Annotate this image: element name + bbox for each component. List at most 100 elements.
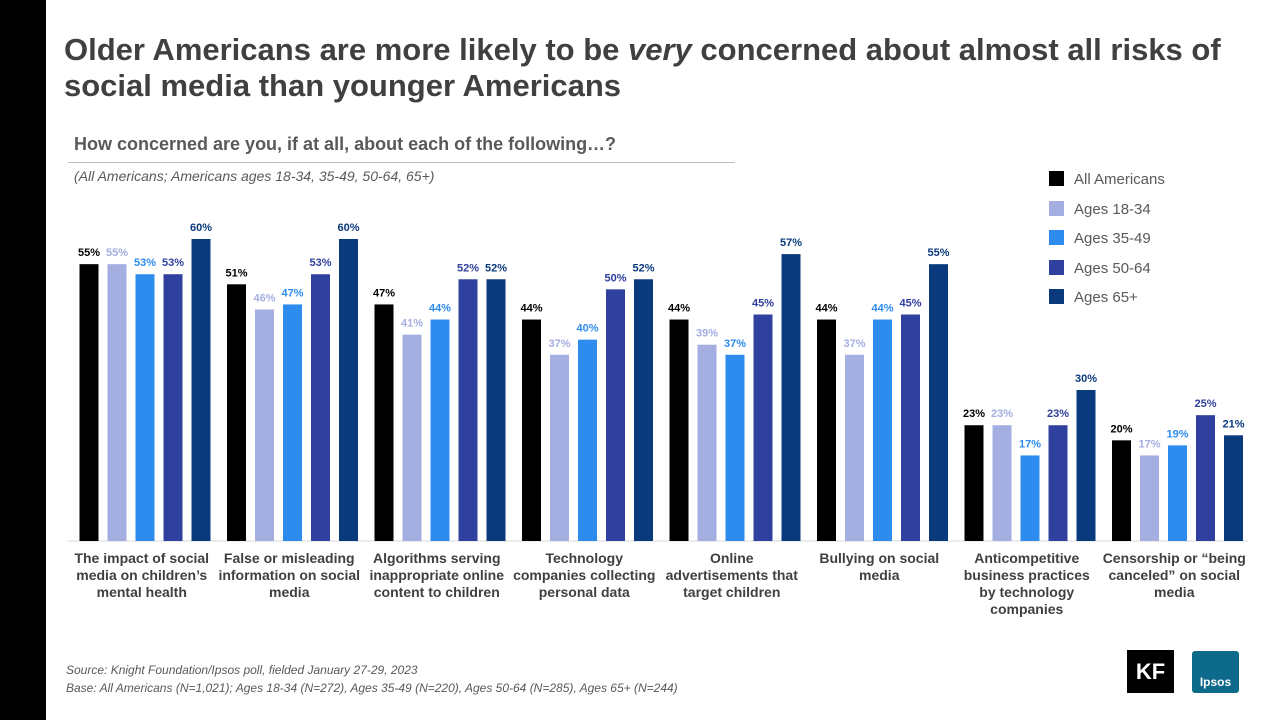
- bar: [486, 279, 506, 541]
- bar: [107, 264, 127, 541]
- data-label: 37%: [548, 338, 570, 350]
- bar: [669, 319, 689, 541]
- bar: [458, 279, 478, 541]
- title-emphasis: very: [628, 32, 692, 67]
- data-label: 55%: [927, 247, 949, 259]
- legend-swatch: [1049, 200, 1064, 216]
- bar: [1112, 440, 1131, 541]
- data-label: 55%: [78, 247, 100, 259]
- legend-entry: Ages 35-49: [1049, 230, 1151, 247]
- bar: [522, 319, 541, 541]
- bar: [578, 339, 597, 541]
- chart-title: Older Americans are more likely to be ve…: [64, 32, 1264, 104]
- bar: [817, 319, 836, 541]
- bar: [781, 254, 801, 541]
- bar: [430, 319, 450, 541]
- bar: [845, 354, 864, 541]
- x-tick-label: Algorithms serving inappropriate online …: [369, 550, 505, 600]
- base: Base: All Americans (N=1,021); Ages 18-3…: [66, 681, 678, 695]
- bar: [311, 274, 330, 541]
- data-label: 52%: [485, 262, 507, 274]
- x-tick-label: False or misleading information on socia…: [218, 550, 361, 600]
- source: Source: Knight Foundation/Ipsos poll, fi…: [66, 663, 418, 677]
- bar: [79, 264, 99, 541]
- data-label: 53%: [162, 257, 184, 269]
- data-label: 19%: [1166, 428, 1188, 440]
- data-label: 41%: [401, 318, 423, 330]
- bar: [753, 314, 773, 541]
- legend-label: All Americans: [1074, 171, 1165, 188]
- x-tick-label: Censorship or “being canceled” on social…: [1102, 550, 1246, 600]
- bar: [1048, 425, 1068, 541]
- data-label: 52%: [457, 262, 479, 274]
- data-label: 44%: [429, 303, 451, 315]
- legend-entry: Ages 18-34: [1049, 200, 1151, 218]
- data-label: 37%: [843, 338, 865, 350]
- bar: [1076, 390, 1096, 541]
- bar: [135, 274, 155, 541]
- x-tick-label: Technology companies collecting personal…: [513, 550, 656, 600]
- legend-entry: All Americans: [1049, 171, 1165, 188]
- legend-swatch: [1049, 289, 1064, 304]
- bar: [374, 304, 394, 541]
- bar: [1020, 455, 1040, 541]
- legend-label: Ages 65+: [1074, 289, 1138, 306]
- data-label: 20%: [1110, 423, 1132, 435]
- bar: [964, 425, 984, 541]
- title-text: concerned about almost all risks of soci…: [64, 32, 1221, 103]
- data-label: 44%: [520, 303, 542, 315]
- bar: [1140, 455, 1159, 541]
- bar: [255, 309, 274, 541]
- data-label: 39%: [696, 328, 718, 340]
- legend-label: Ages 18-34: [1074, 200, 1151, 218]
- data-label: 51%: [225, 267, 247, 279]
- logo: KF: [1127, 650, 1174, 693]
- data-label: 60%: [190, 222, 212, 234]
- bar: [191, 239, 211, 541]
- data-label: 60%: [337, 222, 359, 234]
- note: (All Americans; Americans ages 18-34, 35…: [74, 168, 435, 184]
- data-label: 53%: [134, 257, 156, 269]
- data-label: 53%: [309, 257, 331, 269]
- bar: [929, 264, 948, 541]
- data-label: 21%: [1222, 418, 1244, 430]
- logo: Ipsos: [1192, 651, 1239, 693]
- data-label: 25%: [1194, 398, 1216, 410]
- bar: [606, 289, 625, 541]
- data-label: 55%: [106, 247, 128, 259]
- data-label: 57%: [780, 237, 802, 249]
- rule: [68, 162, 735, 163]
- data-label: 23%: [963, 408, 985, 420]
- bar: [725, 354, 745, 541]
- side-strip: [0, 0, 46, 720]
- bar: [697, 344, 717, 541]
- data-label: 23%: [991, 408, 1013, 420]
- title-text: Older Americans are more likely to be: [64, 32, 620, 67]
- data-label: 50%: [604, 272, 626, 284]
- bar: [634, 279, 653, 541]
- data-label: 17%: [1138, 438, 1160, 450]
- bar: [163, 274, 183, 541]
- x-tick-label: Anticompetitive business practices by te…: [963, 550, 1090, 617]
- legend-entry: Ages 65+: [1049, 289, 1138, 306]
- legend-swatch: [1049, 259, 1064, 275]
- x-tick-label: Online advertisements that target childr…: [665, 550, 798, 600]
- data-label: 37%: [724, 338, 746, 350]
- bar: [283, 304, 302, 541]
- data-label: 40%: [576, 323, 598, 335]
- data-label: 44%: [871, 303, 893, 315]
- bar: [873, 319, 892, 541]
- bar: [339, 239, 358, 541]
- bar: [1224, 435, 1243, 541]
- x-tick-label: The impact of social media on children’s…: [74, 550, 210, 600]
- data-label: 45%: [899, 298, 921, 310]
- bar: [550, 354, 569, 541]
- data-label: 46%: [253, 292, 275, 304]
- data-label: 30%: [1075, 373, 1097, 385]
- legend-swatch: [1049, 230, 1064, 245]
- data-label: 44%: [815, 303, 837, 315]
- bar: [1196, 415, 1215, 541]
- legend-swatch: [1049, 171, 1064, 186]
